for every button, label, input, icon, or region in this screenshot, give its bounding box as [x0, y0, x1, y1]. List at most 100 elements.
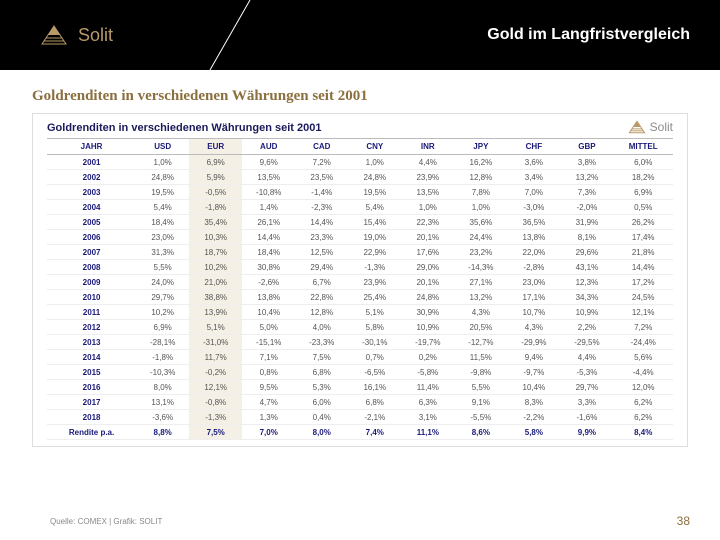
value-cell: -0,5%	[189, 185, 242, 200]
value-cell: 13,8%	[507, 230, 560, 245]
value-cell: 5,4%	[136, 200, 189, 215]
summary-value: 8,6%	[454, 425, 507, 440]
year-cell: 2004	[47, 200, 136, 215]
value-cell: -1,8%	[136, 350, 189, 365]
value-cell: 23,2%	[454, 245, 507, 260]
value-cell: 13,2%	[560, 170, 613, 185]
year-cell: 2009	[47, 275, 136, 290]
value-cell: 5,5%	[454, 380, 507, 395]
value-cell: 17,1%	[507, 290, 560, 305]
value-cell: -0,2%	[189, 365, 242, 380]
value-cell: 11,7%	[189, 350, 242, 365]
table-row: 200623,0%10,3%14,4%23,3%19,0%20,1%24,4%1…	[47, 230, 673, 245]
year-cell: 2018	[47, 410, 136, 425]
value-cell: 20,5%	[454, 320, 507, 335]
value-cell: 6,8%	[348, 395, 401, 410]
value-cell: 24,8%	[401, 290, 454, 305]
value-cell: 3,8%	[560, 155, 613, 170]
value-cell: 23,9%	[348, 275, 401, 290]
value-cell: -19,7%	[401, 335, 454, 350]
summary-value: 11,1%	[401, 425, 454, 440]
value-cell: 6,9%	[613, 185, 673, 200]
value-cell: 3,1%	[401, 410, 454, 425]
value-cell: 5,5%	[136, 260, 189, 275]
value-cell: 23,3%	[295, 230, 348, 245]
value-cell: -4,4%	[613, 365, 673, 380]
value-cell: 6,7%	[295, 275, 348, 290]
col-header: USD	[136, 139, 189, 155]
value-cell: 0,5%	[613, 200, 673, 215]
value-cell: -2,2%	[507, 410, 560, 425]
value-cell: 12,8%	[454, 170, 507, 185]
value-cell: 19,5%	[136, 185, 189, 200]
value-cell: 5,1%	[189, 320, 242, 335]
col-header: CHF	[507, 139, 560, 155]
value-cell: 7,1%	[242, 350, 295, 365]
value-cell: 6,9%	[136, 320, 189, 335]
value-cell: 30,8%	[242, 260, 295, 275]
value-cell: 13,8%	[242, 290, 295, 305]
year-cell: 2016	[47, 380, 136, 395]
value-cell: -1,6%	[560, 410, 613, 425]
value-cell: -29,9%	[507, 335, 560, 350]
value-cell: 1,0%	[454, 200, 507, 215]
value-cell: 7,2%	[613, 320, 673, 335]
value-cell: 5,0%	[242, 320, 295, 335]
value-cell: 4,4%	[401, 155, 454, 170]
table-row: 20045,4%-1,8%1,4%-2,3%5,4%1,0%1,0%-3,0%-…	[47, 200, 673, 215]
value-cell: 29,6%	[560, 245, 613, 260]
value-cell: 8,3%	[507, 395, 560, 410]
value-cell: 6,3%	[401, 395, 454, 410]
value-cell: 14,4%	[613, 260, 673, 275]
col-header: INR	[401, 139, 454, 155]
summary-value: 8,8%	[136, 425, 189, 440]
summary-value: 9,9%	[560, 425, 613, 440]
value-cell: -23,3%	[295, 335, 348, 350]
year-cell: 2012	[47, 320, 136, 335]
table-row: 2015-10,3%-0,2%0,8%6,8%-6,5%-5,8%-9,8%-9…	[47, 365, 673, 380]
value-cell: 31,3%	[136, 245, 189, 260]
value-cell: 29,0%	[401, 260, 454, 275]
value-cell: -3,0%	[507, 200, 560, 215]
table-row: 200319,5%-0,5%-10,8%-1,4%19,5%13,5%7,8%7…	[47, 185, 673, 200]
value-cell: 5,6%	[613, 350, 673, 365]
value-cell: 16,2%	[454, 155, 507, 170]
value-cell: 13,1%	[136, 395, 189, 410]
value-cell: 38,8%	[189, 290, 242, 305]
value-cell: 6,8%	[295, 365, 348, 380]
year-cell: 2013	[47, 335, 136, 350]
value-cell: 4,0%	[295, 320, 348, 335]
year-cell: 2006	[47, 230, 136, 245]
table-row: 201713,1%-0,8%4,7%6,0%6,8%6,3%9,1%8,3%3,…	[47, 395, 673, 410]
table-row: 20085,5%10,2%30,8%29,4%-1,3%29,0%-14,3%-…	[47, 260, 673, 275]
table-container: Goldrenditen in verschiedenen Währungen …	[32, 113, 688, 447]
summary-value: 7,0%	[242, 425, 295, 440]
table-row: 2014-1,8%11,7%7,1%7,5%0,7%0,2%11,5%9,4%4…	[47, 350, 673, 365]
value-cell: 17,2%	[613, 275, 673, 290]
year-cell: 2011	[47, 305, 136, 320]
value-cell: 22,9%	[348, 245, 401, 260]
page-title: Gold im Langfristvergleich	[487, 26, 690, 44]
value-cell: -10,3%	[136, 365, 189, 380]
value-cell: 5,9%	[189, 170, 242, 185]
value-cell: 22,0%	[507, 245, 560, 260]
value-cell: 0,7%	[348, 350, 401, 365]
value-cell: 6,2%	[613, 410, 673, 425]
value-cell: 10,9%	[401, 320, 454, 335]
table-row: 200924,0%21,0%-2,6%6,7%23,9%20,1%27,1%23…	[47, 275, 673, 290]
table-row: 201110,2%13,9%10,4%12,8%5,1%30,9%4,3%10,…	[47, 305, 673, 320]
value-cell: 29,7%	[560, 380, 613, 395]
value-cell: -30,1%	[348, 335, 401, 350]
value-cell: 6,0%	[613, 155, 673, 170]
value-cell: 29,4%	[295, 260, 348, 275]
summary-value: 5,8%	[507, 425, 560, 440]
value-cell: -2,8%	[507, 260, 560, 275]
value-cell: 3,6%	[507, 155, 560, 170]
value-cell: 30,9%	[401, 305, 454, 320]
table-title: Goldrenditen in verschiedenen Währungen …	[47, 122, 673, 134]
year-cell: 2007	[47, 245, 136, 260]
value-cell: 10,2%	[136, 305, 189, 320]
value-cell: 22,8%	[295, 290, 348, 305]
value-cell: -2,6%	[242, 275, 295, 290]
value-cell: -0,8%	[189, 395, 242, 410]
